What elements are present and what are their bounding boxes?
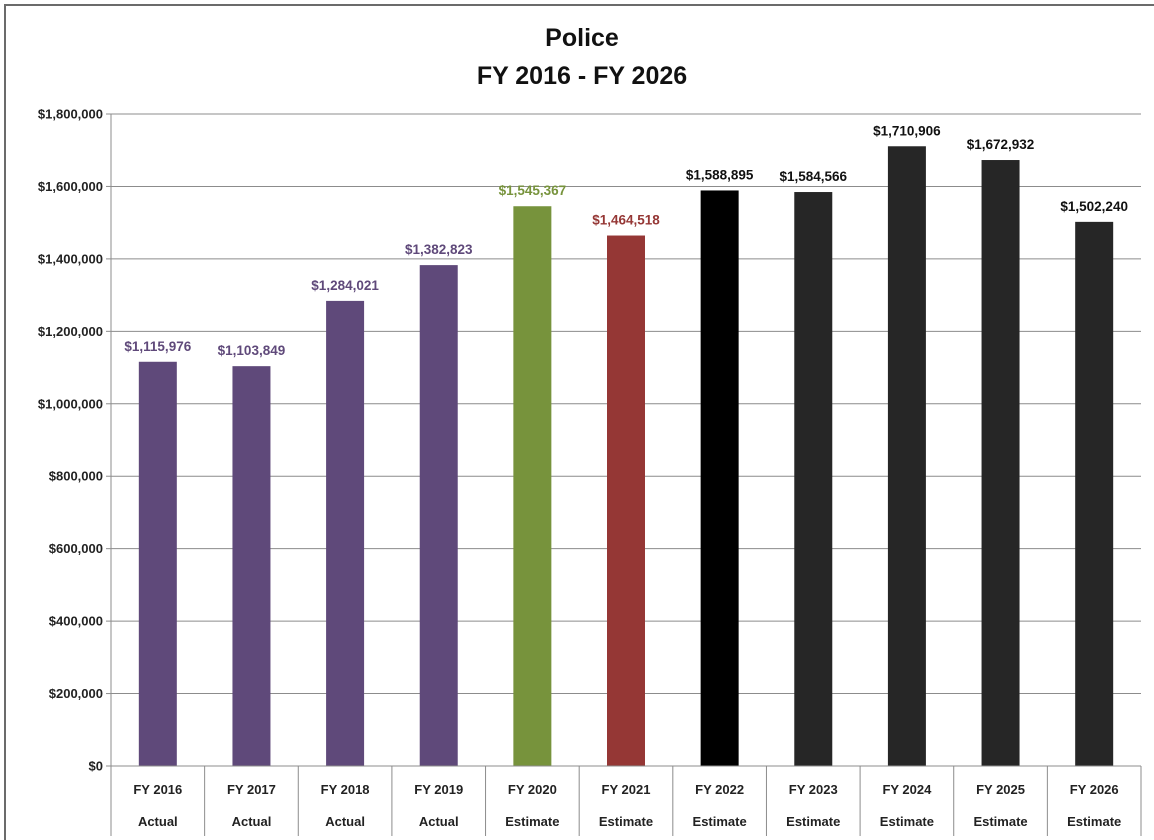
y-tick-label: $1,400,000 [38, 251, 103, 266]
data-label: $1,584,566 [779, 169, 847, 184]
x-tick-label: FY 2021 [602, 782, 651, 797]
data-label: $1,115,976 [124, 339, 191, 354]
data-label: $1,710,906 [873, 123, 941, 138]
x-tick-label: FY 2023 [789, 782, 838, 797]
data-label: $1,382,823 [405, 242, 473, 257]
x-tick-sublabel: Estimate [599, 814, 653, 829]
x-tick-label: FY 2016 [133, 782, 182, 797]
x-tick-label: FY 2025 [976, 782, 1025, 797]
x-tick-sublabel: Actual [232, 814, 272, 829]
data-label: $1,502,240 [1060, 199, 1128, 214]
y-tick-label: $400,000 [49, 614, 103, 629]
x-tick-sublabel: Estimate [505, 814, 559, 829]
chart-title-line-1: Police [545, 24, 619, 52]
data-labels: $1,115,976 $1,103,849 $1,284,021 $1,382,823… [124, 123, 1128, 358]
bar-fy-2020 [513, 206, 552, 766]
y-tick-label: $0 [89, 759, 103, 774]
bar-fy-2016 [138, 361, 177, 766]
y-tick-label: $1,800,000 [38, 107, 103, 122]
bar-fy-2023 [794, 192, 833, 767]
x-tick-sublabel: Estimate [973, 814, 1027, 829]
y-tick-label: $200,000 [49, 686, 103, 701]
x-tick-sublabel: Estimate [693, 814, 747, 829]
x-tick-label: FY 2019 [414, 782, 463, 797]
x-tick-label: FY 2017 [227, 782, 276, 797]
x-tick-sublabel: Estimate [786, 814, 840, 829]
data-label: $1,284,021 [311, 278, 379, 293]
x-tick-sublabel: Actual [138, 814, 178, 829]
x-tick-label: FY 2018 [321, 782, 370, 797]
bar-fy-2019 [419, 265, 458, 766]
x-tick-sublabel: Actual [325, 814, 365, 829]
data-label: $1,103,849 [218, 343, 286, 358]
bar-fy-2021 [607, 235, 645, 766]
x-tick-label: FY 2022 [695, 782, 744, 797]
data-label: $1,672,932 [967, 137, 1035, 152]
bar-fy-2018 [326, 300, 365, 766]
bar-series [138, 146, 1114, 767]
y-tick-label: $800,000 [49, 469, 103, 484]
chart-title: Police FY 2016 - FY 2026 [477, 24, 687, 90]
x-tick-label: FY 2020 [508, 782, 557, 797]
chart-title-line-2: FY 2016 - FY 2026 [477, 62, 687, 90]
bar-fy-2026 [1075, 221, 1114, 766]
y-tick-label: $1,600,000 [38, 179, 103, 194]
x-tick-label: FY 2024 [882, 782, 932, 797]
y-tick-label: $1,000,000 [38, 396, 103, 411]
bar-fy-2025 [981, 160, 1020, 766]
x-tick-label: FY 2026 [1070, 782, 1119, 797]
x-tick-sublabel: Estimate [1067, 814, 1121, 829]
bar-fy-2022 [700, 190, 739, 766]
x-tick-sublabel: Estimate [880, 814, 934, 829]
data-label: $1,588,895 [686, 167, 754, 182]
x-axis: FY 2016 Actual FY 2017 Actual FY 2018 Actual F… [110, 765, 1142, 836]
y-tick-label: $1,200,000 [38, 324, 103, 339]
chart-frame [4, 4, 1154, 840]
x-tick-sublabel: Actual [419, 814, 459, 829]
data-label: $1,545,367 [499, 183, 567, 198]
data-label: $1,464,518 [592, 213, 660, 228]
bar-fy-2024 [887, 146, 926, 766]
bar-fy-2017 [232, 366, 271, 766]
y-tick-label: $600,000 [49, 541, 103, 556]
y-axis: $0 $200,000 $400,000 $600,000 $800,000 $1,000… [38, 107, 112, 774]
